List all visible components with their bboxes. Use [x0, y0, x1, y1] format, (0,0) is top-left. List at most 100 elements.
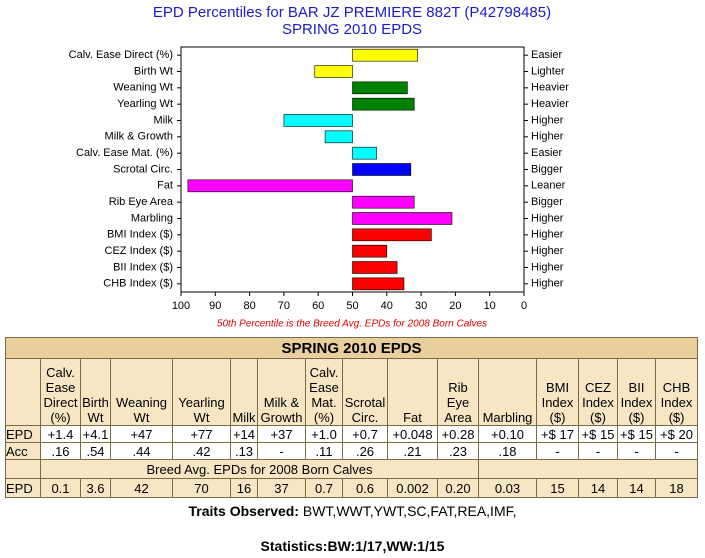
table-cell: - — [654, 442, 699, 460]
row-header: EPD — [5, 425, 41, 443]
table-cell: 3.6 — [80, 478, 111, 498]
x-tick-label: 40 — [381, 300, 393, 312]
table-cell: - — [257, 442, 306, 460]
x-tick-label: 100 — [172, 300, 190, 312]
column-header: Scrotal Circ. — [342, 358, 388, 426]
column-header: Fat — [387, 358, 438, 426]
table-cell: 42 — [110, 478, 173, 498]
blank-cell — [477, 459, 699, 479]
table-row: EPD 0.1 3.6 42 70 16 37 0.7 0.6 0.002 0.20 0.03 15 14… — [5, 478, 699, 498]
y-tick-label: Birth Wt — [134, 65, 173, 77]
y-tick-label: Milk & Growth — [105, 131, 173, 143]
column-header: CHB Index ($) — [654, 358, 699, 426]
right-label: Higher — [531, 278, 564, 290]
table-cell: - — [536, 442, 579, 460]
right-label: Bigger — [531, 196, 563, 208]
table-cell: .11 — [305, 442, 343, 460]
right-label: Easier — [531, 49, 563, 61]
y-tick-label: Yearling Wt — [117, 98, 173, 110]
row-header: EPD — [5, 478, 41, 498]
right-label: Higher — [531, 245, 564, 257]
table-cell: - — [617, 442, 656, 460]
y-tick-label: Calv. Ease Mat. (%) — [76, 147, 173, 159]
column-header: Birth Wt — [80, 358, 111, 426]
table-cell: 16 — [230, 478, 258, 498]
x-tick-label: 30 — [415, 300, 427, 312]
right-label: Heavier — [531, 98, 569, 110]
table-cell: +4.1 — [80, 425, 111, 443]
right-label: Bigger — [531, 163, 563, 175]
table-cell: +1.0 — [305, 425, 343, 443]
traits: BWT,WWT,YWT,SC,FAT,REA,IMF, — [302, 503, 517, 519]
table-row: Breed Avg. EPDs for 2008 Born Calves — [5, 459, 699, 479]
stats-label: Statistics: — [260, 538, 328, 554]
blank-cell — [5, 459, 41, 479]
table-cell: +$ 17 — [536, 425, 579, 443]
bar — [352, 81, 408, 95]
table-row: EPD +1.4 +4.1 +47 +77 +14 +37 +1.0 +0.7 +0.048 +0.… — [5, 425, 699, 443]
bar — [352, 163, 412, 176]
right-label: Leaner — [531, 180, 566, 192]
table-cell: +$ 20 — [654, 425, 699, 443]
x-tick-label: 50 — [346, 300, 358, 312]
table-cell: 37 — [257, 478, 306, 498]
table-row: Calv. Ease Direct (%) Birth Wt Weaning Wt Y… — [5, 358, 699, 426]
traits-line: Traits Observed: BWT,WWT,YWT,SC,FAT,REA,… — [0, 503, 705, 519]
right-label: Higher — [531, 131, 564, 143]
right-label: Higher — [531, 114, 564, 126]
corner-cell — [5, 358, 41, 426]
y-tick-label: CHB Index ($) — [103, 278, 173, 290]
right-label: Easier — [531, 147, 563, 159]
y-tick-label: Scrotal Circ. — [113, 163, 173, 175]
table-cell: 0.03 — [478, 478, 537, 498]
x-tick-label: 10 — [484, 300, 496, 312]
table-cell: +37 — [257, 425, 306, 443]
bar — [352, 48, 418, 62]
table-cell: +$ 15 — [578, 425, 618, 443]
table-cell: .54 — [80, 442, 111, 460]
table-cell: 0.002 — [387, 478, 438, 498]
y-tick-label: BMI Index ($) — [107, 229, 173, 241]
table-cell: +0.10 — [478, 425, 537, 443]
x-tick-label: 80 — [243, 300, 255, 312]
table-cell: 0.20 — [437, 478, 479, 498]
chart-note: 50th Percentile is the Breed Avg. EPDs f… — [217, 319, 487, 330]
bar — [314, 65, 353, 78]
right-label: Higher — [531, 261, 564, 273]
chart-title: EPD Percentiles for BAR JZ PREMIERE 882T… — [153, 4, 551, 21]
table-cell: +47 — [110, 425, 173, 443]
right-label: Higher — [531, 229, 564, 241]
y-tick-label: Fat — [157, 180, 173, 192]
x-tick-label: 70 — [278, 300, 290, 312]
y-tick-label: Weaning Wt — [113, 82, 173, 94]
column-header: Weaning Wt — [110, 358, 173, 426]
y-tick-label: CEZ Index ($) — [105, 245, 173, 257]
table-row: SPRING 2010 EPDS — [4, 337, 699, 359]
stats-line: Statistics:BW:1/17,WW:1/15 — [0, 538, 705, 554]
table-cell: .13 — [230, 442, 258, 460]
y-tick-label: Marbling — [131, 212, 173, 224]
table-cell: +0.28 — [437, 425, 479, 443]
x-tick-label: 90 — [209, 300, 221, 312]
column-header: BII Index ($) — [617, 358, 656, 426]
breed-title: Breed Avg. EPDs for 2008 Born Calves — [40, 459, 479, 479]
bar — [352, 261, 398, 274]
table-cell: .21 — [387, 442, 438, 460]
table-cell: +$ 15 — [617, 425, 656, 443]
table-cell: 14 — [578, 478, 618, 498]
column-header: Marbling — [478, 358, 537, 426]
epd-table: SPRING 2010 EPDS Calv. Ease Direct (%) Bir… — [4, 337, 699, 498]
x-tick-label: 60 — [312, 300, 324, 312]
bar — [352, 146, 377, 160]
y-tick-label: Rib Eye Area — [109, 196, 174, 208]
right-label: Heavier — [531, 82, 569, 94]
table-cell: 70 — [172, 478, 231, 498]
column-header: CEZ Index ($) — [578, 358, 618, 426]
chart-subtitle: SPRING 2010 EPDS — [282, 21, 422, 38]
table-cell: .44 — [110, 442, 173, 460]
table-cell: +14 — [230, 425, 258, 443]
table-cell: 14 — [617, 478, 656, 498]
table-cell: .42 — [172, 442, 231, 460]
table-cell: 18 — [654, 478, 699, 498]
